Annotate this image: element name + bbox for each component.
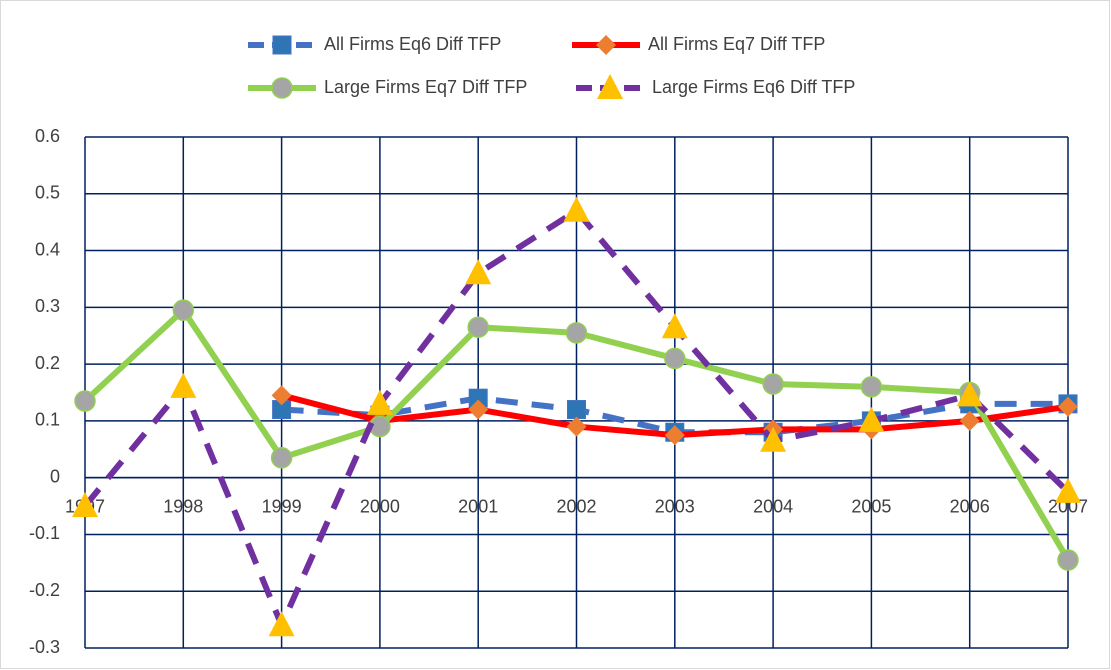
x-tick-label: 2004 bbox=[753, 496, 793, 516]
legend-label: Large Firms Eq6 Diff TFP bbox=[652, 77, 855, 97]
data-point bbox=[172, 299, 195, 321]
data-point bbox=[467, 316, 489, 338]
legend-label: All Firms Eq7 Diff TFP bbox=[648, 34, 825, 54]
x-tick-label: 2006 bbox=[950, 496, 990, 516]
legend-marker bbox=[272, 35, 292, 55]
series-line bbox=[82, 207, 1071, 629]
data-point bbox=[956, 381, 983, 407]
data-point bbox=[270, 447, 293, 469]
y-tick-label: -0.1 bbox=[29, 523, 60, 543]
x-tick-label: 1998 bbox=[163, 496, 203, 516]
legend-marker bbox=[596, 35, 616, 55]
y-tick-label: 0.5 bbox=[35, 183, 60, 203]
x-tick-label: 2005 bbox=[851, 496, 891, 516]
legend-marker bbox=[271, 77, 293, 99]
data-point bbox=[465, 259, 492, 285]
y-tick-label: 0.2 bbox=[35, 353, 60, 373]
data-point bbox=[563, 196, 590, 222]
data-point bbox=[1055, 477, 1081, 503]
data-point bbox=[1058, 396, 1078, 417]
y-tick-label: -0.2 bbox=[29, 580, 60, 600]
data-point bbox=[664, 347, 686, 370]
y-tick-label: 0 bbox=[50, 466, 60, 486]
data-point bbox=[567, 400, 586, 420]
data-point bbox=[1057, 549, 1079, 571]
x-tick-label: 2002 bbox=[556, 496, 596, 516]
y-tick-label: 0.4 bbox=[35, 239, 60, 259]
data-point bbox=[566, 416, 587, 437]
x-tick-label: 2001 bbox=[458, 496, 498, 516]
data-point bbox=[760, 426, 787, 452]
data-point bbox=[74, 390, 96, 412]
legend-label: Large Firms Eq7 Diff TFP bbox=[324, 77, 527, 97]
x-tick-label: 2003 bbox=[655, 496, 695, 516]
y-tick-label: 0.1 bbox=[35, 410, 60, 430]
data-point bbox=[860, 376, 883, 398]
data-point bbox=[762, 373, 784, 395]
data-point bbox=[366, 389, 393, 415]
data-point bbox=[468, 399, 489, 420]
legend-label: All Firms Eq6 Diff TFP bbox=[324, 34, 501, 54]
data-point bbox=[664, 425, 685, 446]
x-tick-label: 2000 bbox=[360, 496, 400, 516]
legend-marker bbox=[597, 74, 623, 99]
x-tick-label: 1999 bbox=[262, 496, 302, 516]
data-point bbox=[565, 322, 588, 344]
data-point bbox=[72, 492, 98, 518]
y-tick-label: 0.6 bbox=[35, 126, 60, 146]
y-tick-label: -0.3 bbox=[29, 637, 60, 657]
y-tick-label: 0.3 bbox=[35, 296, 60, 316]
data-point bbox=[858, 406, 885, 432]
data-point bbox=[268, 611, 295, 637]
data-point bbox=[661, 313, 688, 339]
data-point bbox=[271, 385, 292, 406]
data-point bbox=[170, 372, 197, 398]
data-point bbox=[959, 410, 980, 431]
